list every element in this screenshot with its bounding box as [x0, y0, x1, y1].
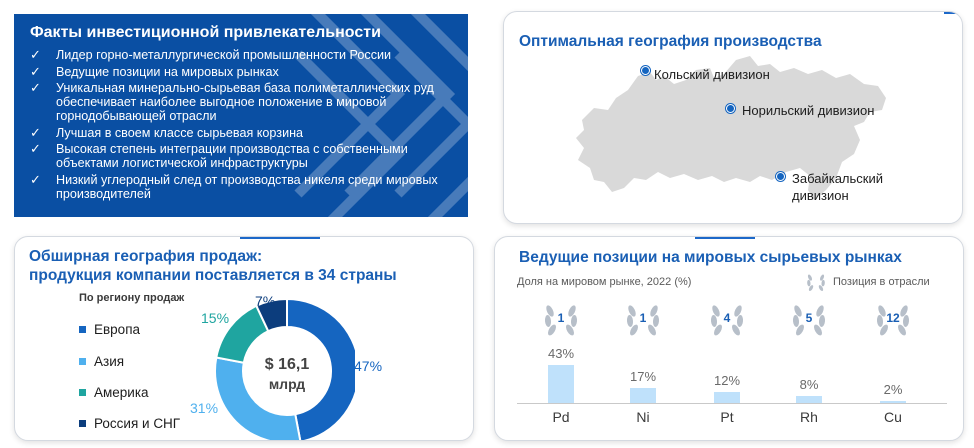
kola-division-label: Кольский дивизион [654, 67, 770, 82]
accent-line [944, 12, 962, 14]
industry-position-label: Позиция в отрасли [833, 276, 930, 288]
laurel-wreath-icon [807, 274, 825, 292]
legend-swatch [79, 388, 86, 396]
donut-center-unit: млрд [269, 376, 305, 392]
industry-position-legend: Позиция в отрасли [805, 271, 930, 293]
pct-label-america: 15% [201, 310, 230, 326]
laurel-wreath-icon [710, 305, 744, 336]
share-value-label: 43% [547, 346, 575, 361]
fact-text: Ведущие позиции на мировых рынках [56, 64, 279, 79]
zabaikalsky-location-dot-icon [776, 172, 785, 181]
legend-swatch [79, 325, 86, 333]
rank-laurel-ni: 1 [623, 299, 663, 339]
check-icon: ✓ [30, 63, 41, 79]
share-value-label: 8% [799, 376, 819, 392]
legend-swatch [79, 419, 86, 427]
facts-title: Факты инвестиционной привлекательности [30, 24, 381, 41]
zabaikalsky-division-label: Забайкальский дивизион [792, 171, 883, 203]
fact-item: ✓ Лучшая в своем классе сырьевая корзина [30, 124, 460, 140]
facts-list: ✓ Лидер горно-металлургической промышленн… [30, 48, 460, 203]
chart-axis-line [517, 403, 947, 404]
sales-geography-card: Обширная география продаж: продукция ком… [14, 236, 474, 441]
fact-text: Лучшая в своем классе сырьевая корзина [56, 125, 304, 140]
rank-number: 1 [557, 311, 565, 325]
fact-item: ✓ Низкий углеродный след от производства … [30, 171, 460, 201]
sales-title: Обширная география продаж: продукция ком… [29, 247, 449, 285]
rank-number: 4 [723, 311, 731, 325]
check-icon: ✓ [30, 171, 41, 187]
fact-text: Лидер горно-металлургической промышленно… [56, 48, 392, 62]
donut-center-value: $ 16,1 [265, 356, 310, 373]
kola-location-dot-icon [641, 66, 650, 75]
check-icon: ✓ [30, 141, 41, 156]
geography-card: Оптимальная география производства Кольс… [503, 11, 963, 224]
check-icon: ✓ [30, 80, 41, 95]
sales-title-line2: продукция компании поставляется в 34 стр… [29, 267, 397, 284]
fact-item: ✓ Ведущие позиции на мировых рынках [30, 63, 460, 79]
sales-title-line1: Обширная география продаж: [29, 248, 263, 265]
laurel-wreath-icon [876, 305, 910, 336]
legend-label: Азия [94, 354, 125, 369]
donut-slice [286, 297, 355, 440]
norilsk-division-label: Норильский дивизион [742, 103, 875, 118]
accent-line [240, 237, 320, 239]
legend-label: Европа [94, 322, 141, 337]
share-value-label: 2% [883, 382, 903, 397]
metal-label: Rh [800, 409, 818, 425]
share-bar-ni [630, 387, 656, 403]
legend-label: Россия и СНГ [94, 416, 181, 431]
rank-laurel-rh: 5 [789, 299, 829, 339]
fact-item: ✓ Лидер горно-металлургической промышленн… [30, 47, 460, 63]
pct-label-europe: 47% [354, 358, 383, 374]
fact-item: ✓ Уникальная минерально-сырьевая база пол… [30, 80, 460, 124]
legend-item-america: Америка [79, 385, 149, 400]
share-bar-pt [714, 392, 740, 403]
legend-label: Америка [94, 385, 149, 400]
legend-item-russia-cis: Россия и СНГ [79, 416, 180, 431]
fact-text: Уникальная минерально-сырьевая база поли… [56, 81, 434, 123]
legend-swatch [79, 357, 86, 365]
rank-number: 12 [886, 311, 900, 325]
rank-number: 1 [639, 311, 647, 325]
share-bar-pd [548, 365, 574, 403]
laurel-wreath-icon [544, 305, 578, 336]
fact-item: ✓ Высокая степень интеграции производства… [30, 141, 460, 171]
legend-item-europe: Европа [79, 322, 140, 337]
market-share-subtitle: Доля на мировом рынке, 2022 (%) [517, 276, 692, 288]
metal-label: Pd [552, 409, 570, 425]
markets-card: Ведущие позиции на мировых сырьевых рынк… [494, 236, 964, 441]
markets-title: Ведущие позиции на мировых сырьевых рынк… [519, 249, 902, 266]
metal-label: Ni [636, 409, 650, 425]
laurel-wreath-icon [792, 305, 826, 336]
share-value-label: 17% [629, 368, 657, 384]
rank-number: 5 [805, 311, 813, 325]
legend-item-asia: Азия [79, 354, 124, 369]
facts-panel: Факты инвестиционной привлекательности ✓… [14, 14, 468, 217]
share-value-label: 12% [713, 373, 741, 389]
decorative-pattern [294, 14, 468, 217]
rank-laurel-pt: 4 [707, 299, 747, 339]
norilsk-location-dot-icon [726, 104, 735, 113]
donut-slice [255, 297, 288, 333]
russia-map-icon [576, 56, 886, 200]
share-bar-cu [880, 401, 906, 403]
share-bar-rh [796, 395, 822, 403]
rank-laurel-cu: 12 [873, 299, 913, 339]
accent-line [695, 237, 755, 239]
fact-text: Низкий углеродный след от производства н… [56, 172, 438, 201]
check-icon: ✓ [30, 124, 41, 140]
region-header: По региону продаж [79, 292, 185, 304]
pct-label-asia: 31% [190, 400, 219, 416]
pct-label-russia-cis: 7% [255, 293, 276, 309]
rank-laurel-pd: 1 [541, 299, 581, 339]
check-icon: ✓ [30, 47, 41, 62]
laurel-wreath-icon [626, 305, 660, 336]
metal-label: Cu [884, 409, 902, 425]
sales-donut-chart: $ 16,1 млрд [214, 297, 355, 440]
geography-title: Оптимальная география производства [519, 33, 822, 50]
metal-label: Pt [720, 409, 734, 425]
fact-text: Высокая степень интеграции производства … [56, 142, 408, 170]
